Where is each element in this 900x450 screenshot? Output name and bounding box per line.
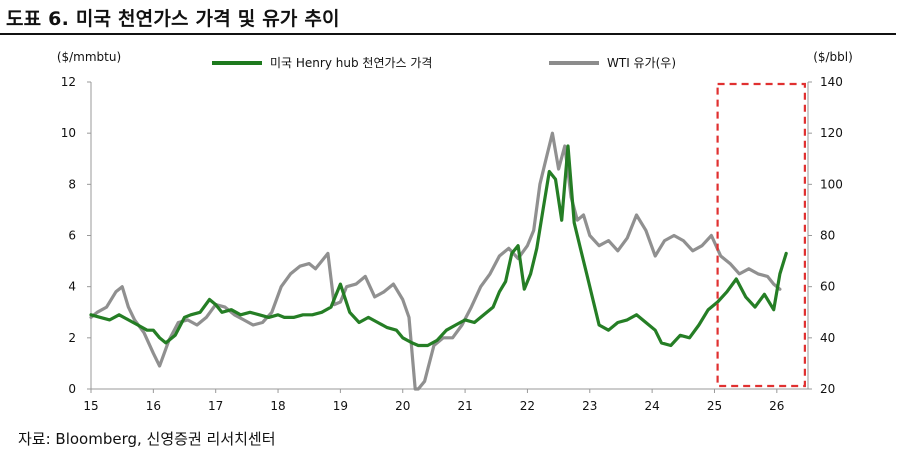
- title-rule: [0, 33, 896, 35]
- legend-henry-hub-label: 미국 Henry hub 천연가스 가격: [270, 55, 432, 70]
- y-right-tick-label: 20: [820, 382, 835, 396]
- y-left-unit-label: ($/mmbtu): [57, 50, 121, 64]
- y-left-tick-label: 2: [68, 331, 76, 345]
- x-tick-label: 21: [457, 399, 472, 413]
- x-tick-label: 16: [146, 399, 161, 413]
- y-right-tick-label: 140: [820, 75, 843, 89]
- y-right-tick-label: 80: [820, 229, 835, 243]
- x-tick-label: 25: [707, 399, 722, 413]
- y-right-tick-label: 40: [820, 331, 835, 345]
- x-tick-label: 23: [582, 399, 597, 413]
- wti-series-line: [89, 131, 782, 391]
- y-left-tick-label: 0: [68, 382, 76, 396]
- legend-wti-label: WTI 유가(우): [607, 56, 676, 70]
- x-tick-label: 20: [395, 399, 410, 413]
- x-tick-label: 17: [208, 399, 223, 413]
- figure-title: 도표 6. 미국 천연가스 가격 및 유가 추이: [6, 8, 340, 30]
- henry-hub-series-line: [89, 144, 788, 348]
- x-tick-label: 15: [83, 399, 98, 413]
- y-left-tick-label: 12: [61, 75, 76, 89]
- y-left-tick-label: 6: [68, 229, 76, 243]
- y-left-tick-label: 10: [61, 126, 76, 140]
- y-right-unit-label: ($/bbl): [813, 50, 853, 64]
- x-tick-label: 24: [644, 399, 659, 413]
- y-right-tick-label: 60: [820, 280, 835, 294]
- x-tick-label: 19: [333, 399, 348, 413]
- x-tick-label: 26: [769, 399, 784, 413]
- x-tick-label: 22: [520, 399, 535, 413]
- x-tick-label: 18: [270, 399, 285, 413]
- y-right-tick-label: 100: [820, 177, 843, 191]
- figure-header: 도표 6. 미국 천연가스 가격 및 유가 추이: [0, 0, 900, 35]
- y-left-tick-label: 8: [68, 177, 76, 191]
- highlight-dashed-box: [716, 82, 806, 388]
- y-left-tick-label: 4: [68, 280, 76, 294]
- source-note: 자료: Bloomberg, 신영증권 리서치센터: [18, 430, 276, 448]
- y-right-tick-label: 120: [820, 126, 843, 140]
